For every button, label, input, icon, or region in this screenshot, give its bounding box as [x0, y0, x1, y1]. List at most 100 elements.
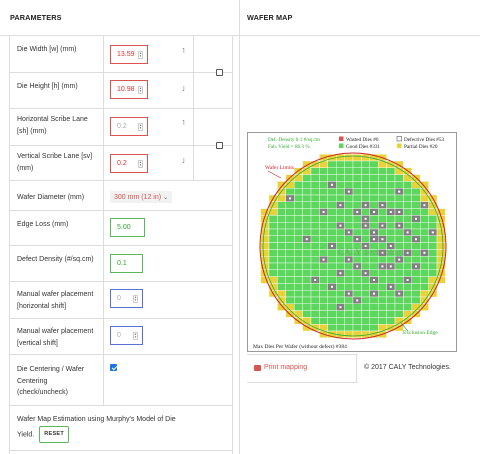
manual-v-input[interactable]: 0 ▴ ▾	[110, 326, 143, 345]
good-die	[352, 201, 362, 209]
wasted-swatch	[339, 136, 344, 141]
die-height-spinner[interactable]: ▴ ▾	[138, 86, 143, 94]
defective-swatch	[396, 136, 402, 142]
good-die	[352, 276, 362, 284]
good-die	[361, 303, 371, 311]
good-die	[285, 242, 295, 250]
good-die	[369, 296, 379, 305]
manual-v-value: 0	[117, 332, 121, 339]
good-die	[327, 249, 337, 257]
good-die	[377, 269, 387, 277]
good-die	[352, 188, 362, 196]
die-width-input[interactable]: 13.59 ▴ ▾	[110, 45, 148, 64]
print-mapping-label: Print mapping	[264, 364, 308, 371]
good-die	[369, 323, 379, 332]
good-die	[411, 208, 421, 216]
good-die	[302, 221, 312, 230]
centering-checkbox[interactable]	[110, 364, 117, 371]
good-die	[377, 167, 387, 175]
h-scribe-input[interactable]: 0.2 ▴ ▾	[110, 117, 148, 136]
good-die	[411, 255, 421, 264]
good-die	[285, 201, 295, 209]
good-die	[344, 262, 354, 271]
good-die	[386, 317, 396, 325]
lock-scribe-checkbox[interactable]	[216, 142, 223, 149]
good-die	[352, 167, 362, 175]
manual-h-input[interactable]: 0 ▴ ▾	[110, 289, 143, 308]
defect-marker	[373, 231, 375, 234]
good-die	[302, 194, 312, 203]
die-width-spinner[interactable]: ▴ ▾	[138, 51, 143, 59]
good-die	[344, 269, 354, 277]
row-divider	[9, 108, 232, 109]
h-scribe-label-line1: Horizontal Scribe Lane	[17, 116, 88, 123]
good-die	[394, 303, 404, 311]
partial-die	[419, 289, 429, 298]
centering-label-line2: Centering	[17, 377, 48, 385]
partial-die	[260, 235, 270, 243]
edge-loss-input[interactable]: 5.00	[110, 218, 145, 237]
good-die	[411, 269, 421, 277]
chevron-down-icon: ⌄	[163, 194, 169, 201]
good-die	[428, 221, 438, 230]
good-die	[319, 201, 329, 209]
v-scribe-input[interactable]: 0.2 ▴ ▾	[110, 154, 148, 173]
lock-dimensions-checkbox[interactable]	[216, 69, 223, 76]
manual-h-label: Manual wafer placement [horizontal shift…	[17, 289, 93, 312]
good-die	[310, 255, 320, 264]
good-die	[327, 276, 337, 284]
good-die	[319, 317, 329, 325]
defect-density-input[interactable]: 0.1	[110, 254, 143, 273]
good-die	[302, 303, 312, 311]
good-die	[361, 296, 371, 305]
good-die	[319, 276, 329, 284]
good-die	[335, 262, 345, 271]
good-die	[411, 289, 421, 298]
good-die	[377, 188, 387, 196]
good-die	[394, 235, 404, 243]
h-scribe-spinner[interactable]: ▴ ▾	[138, 123, 143, 131]
good-die	[335, 310, 345, 318]
good-die	[377, 255, 387, 264]
good-die	[327, 262, 337, 271]
good-die	[419, 242, 429, 250]
good-die	[344, 160, 354, 169]
good-die	[386, 289, 396, 298]
good-die	[285, 296, 295, 305]
good-die	[294, 235, 303, 243]
good-die	[386, 235, 396, 243]
reset-button[interactable]: RESET	[39, 425, 70, 443]
print-mapping-link[interactable]: Print mapping	[254, 364, 307, 371]
good-die	[285, 221, 295, 230]
good-die	[327, 296, 337, 305]
defect-marker	[364, 245, 367, 247]
good-die	[277, 228, 286, 237]
good-die	[419, 255, 429, 264]
good-die	[310, 215, 320, 223]
wafer-map-svg: Def. Density 0.1 #/sq.cm Fab. Yield = 86…	[253, 136, 447, 350]
die-width-value: 13.59	[117, 51, 135, 58]
manual-h-spinner[interactable]: ▴ ▾	[133, 295, 138, 303]
good-die	[327, 160, 337, 169]
wafer-diameter-select[interactable]: 300 mm (12 in) ⌄	[110, 191, 173, 203]
good-die	[344, 235, 354, 243]
manual-v-spinner[interactable]: ▴ ▾	[133, 332, 138, 340]
good-die	[310, 269, 320, 277]
v-scribe-spinner[interactable]: ▴ ▾	[138, 160, 143, 168]
good-die	[361, 194, 371, 203]
good-die	[335, 323, 345, 332]
good-die	[319, 289, 329, 298]
good-die	[369, 201, 379, 209]
row-divider	[9, 180, 232, 181]
h-scribe-label-line2: [sh] (mm)	[17, 127, 47, 135]
good-die	[394, 215, 404, 223]
good-die	[344, 323, 354, 332]
table-left-border	[9, 35, 10, 454]
good-die	[310, 181, 320, 189]
good-die	[369, 310, 379, 318]
good-die	[294, 296, 303, 305]
good-die	[319, 188, 329, 196]
die-height-input[interactable]: 10.98 ▴ ▾	[110, 80, 148, 99]
wafer-limit-circle	[259, 152, 447, 340]
good-die	[302, 201, 312, 209]
